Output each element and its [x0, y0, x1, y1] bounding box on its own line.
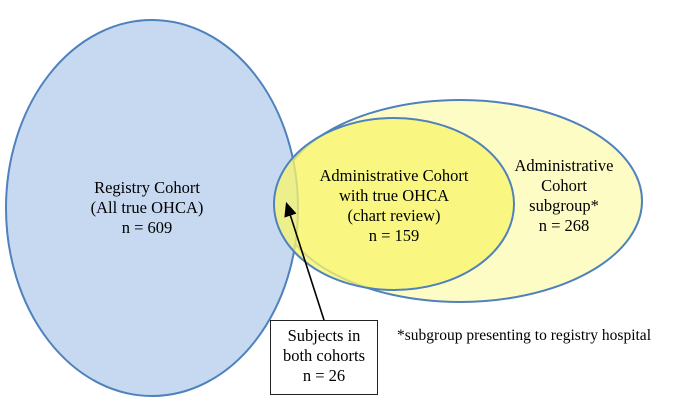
true-ohca-subtitle: with true OHCA	[339, 186, 449, 205]
registry-count: n = 609	[121, 218, 173, 237]
true-ohca-ellipse	[273, 117, 515, 291]
overlap-label: Subjects in both cohorts n = 26	[271, 326, 377, 386]
footnote: *subgroup presenting to registry hospita…	[397, 327, 651, 344]
subgroup-title-2: Cohort	[541, 176, 587, 195]
registry-subtitle: (All true OHCA)	[90, 198, 204, 217]
true-ohca-title: Administrative Cohort	[319, 166, 469, 185]
true-ohca-label: Administrative Cohort with true OHCA (ch…	[296, 166, 492, 246]
subgroup-count: n = 268	[538, 216, 590, 235]
overlap-count: n = 26	[302, 366, 346, 385]
subgroup-title-3: subgroup*	[529, 196, 599, 215]
overlap-pointer-arrow	[284, 201, 325, 321]
admin-subgroup-label: Administrative Cohort subgroup* n = 268	[500, 156, 628, 236]
overlap-line-2: both cohorts	[282, 346, 366, 365]
true-ohca-count: n = 159	[368, 226, 420, 245]
registry-cohort-label: Registry Cohort (All true OHCA) n = 609	[72, 178, 222, 238]
registry-title: Registry Cohort	[94, 178, 200, 197]
overlap-line-1: Subjects in	[287, 326, 361, 345]
overlap-callout-box: Subjects in both cohorts n = 26	[270, 320, 378, 395]
subgroup-title-1: Administrative	[514, 156, 614, 175]
true-ohca-note: (chart review)	[347, 206, 441, 225]
